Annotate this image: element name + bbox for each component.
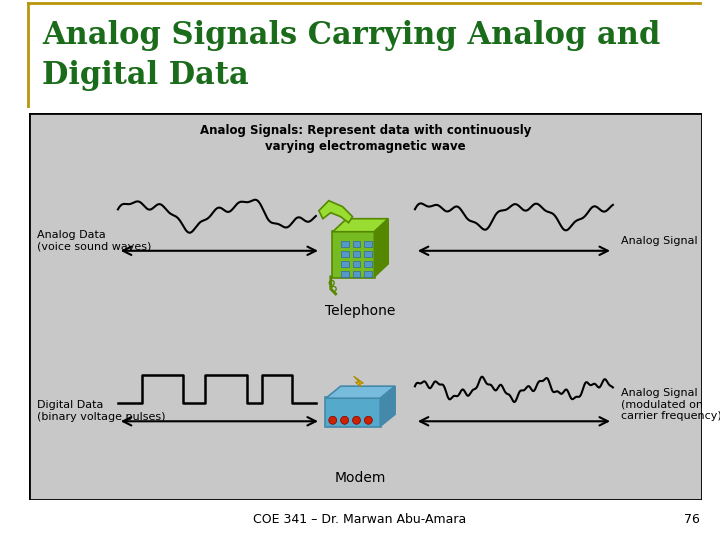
Text: Digital Data
(binary voltage pulses): Digital Data (binary voltage pulses) [37,401,165,422]
Text: Analog Signals Carrying Analog and: Analog Signals Carrying Analog and [42,20,660,51]
Bar [341,271,348,277]
Circle shape [341,416,348,424]
FancyBboxPatch shape [325,397,382,427]
Bar [364,251,372,257]
Text: Analog Signal
(modulated on
carrier frequency): Analog Signal (modulated on carrier freq… [621,388,720,421]
Text: Telephone: Telephone [325,304,395,318]
Bar [364,261,372,267]
Text: 76: 76 [684,513,700,526]
Bar [341,261,348,267]
FancyBboxPatch shape [332,231,375,278]
Polygon shape [374,219,388,277]
Text: Analog Signal: Analog Signal [621,236,698,246]
Polygon shape [380,386,395,426]
Text: Analog Data
(voice sound waves): Analog Data (voice sound waves) [37,230,151,252]
Text: COE 341 – Dr. Marwan Abu-Amara: COE 341 – Dr. Marwan Abu-Amara [253,513,467,526]
Circle shape [353,416,361,424]
Bar [341,251,348,257]
Polygon shape [326,386,395,398]
Text: Analog Signals: Represent data with continuously: Analog Signals: Represent data with cont… [199,124,531,138]
Bar [353,271,361,277]
Bar [353,241,361,247]
Polygon shape [354,376,364,387]
Circle shape [364,416,372,424]
Polygon shape [333,219,388,232]
Polygon shape [319,201,353,222]
Text: Modem: Modem [335,471,386,485]
Text: Digital Data: Digital Data [42,60,248,91]
Bar [364,271,372,277]
Circle shape [329,416,337,424]
Bar [353,261,361,267]
Bar [364,241,372,247]
Bar [353,251,361,257]
Bar [341,241,348,247]
Text: varying electromagnetic wave: varying electromagnetic wave [265,140,466,153]
